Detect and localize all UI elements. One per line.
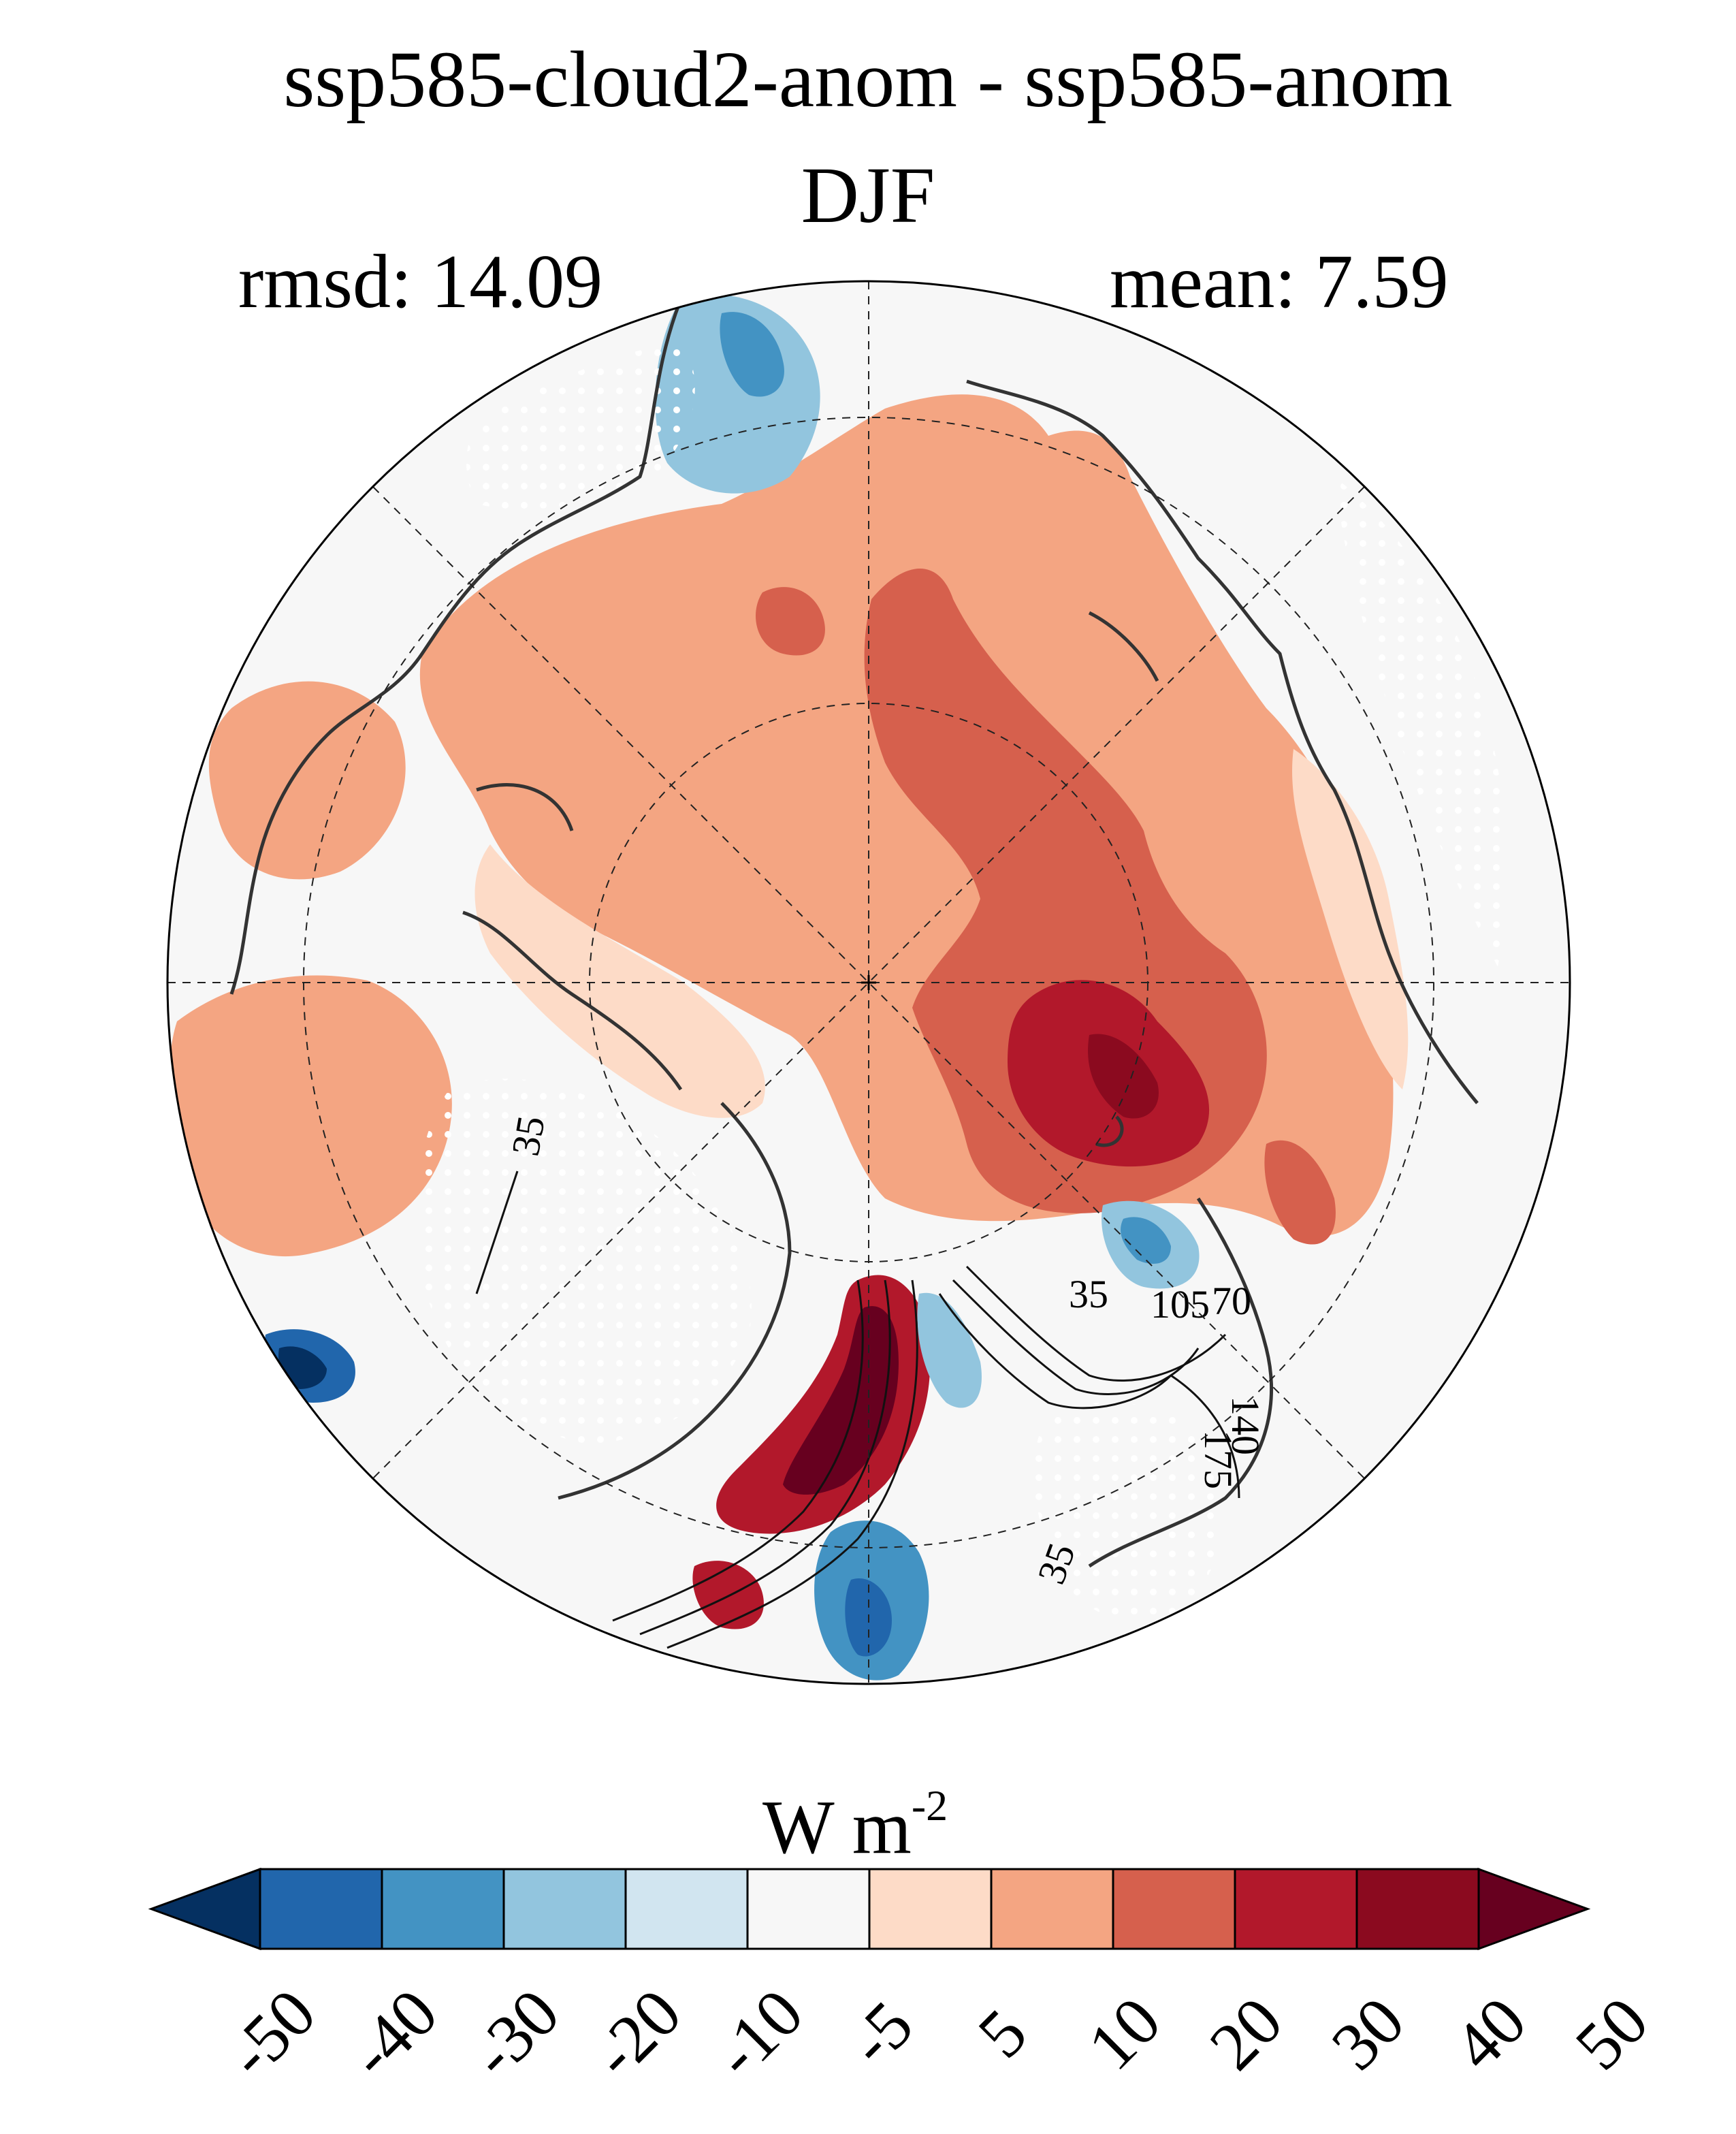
colorbar-box [746, 1868, 871, 1950]
units-main: W m [762, 1785, 912, 1870]
season-label: DJF [801, 150, 935, 240]
colorbar-tick-label: 20 [1195, 1983, 1297, 2084]
anomaly-region-negative-north-core [720, 312, 784, 397]
colorbar-tick-label: 10 [1074, 1983, 1175, 2084]
coastline-greenland [558, 1102, 792, 1500]
anomaly-region-negative-greenland-sea [917, 1292, 982, 1408]
colorbar-box [1234, 1868, 1358, 1950]
stippling-region-north [466, 340, 695, 509]
contour-label: 175 [1196, 1430, 1240, 1489]
contour-label: 140 [1223, 1396, 1268, 1455]
colorbar-tick-label: 30 [1317, 1983, 1419, 2084]
stippling-region-south [1033, 1402, 1226, 1621]
contour-line [952, 1279, 1200, 1395]
anomaly-region-5-10-east [1292, 749, 1409, 1089]
map-boundary [166, 280, 1571, 1685]
colorbar-units: W m-2 [762, 1784, 948, 1866]
stippling-region-west [417, 1079, 752, 1444]
colorbar-tick-label: -5 [834, 1987, 927, 2080]
colorbar-tick-label: -50 [212, 1975, 330, 2092]
colorbar-box [502, 1868, 627, 1950]
contour-line [666, 1279, 918, 1649]
colorbar-box [381, 1868, 505, 1950]
colorbar-tick-label: 5 [963, 1994, 1041, 2072]
colorbar-tick-label: -20 [578, 1975, 696, 2092]
contour-lines [475, 1170, 1240, 1649]
anomaly-region-5-10-edge [475, 844, 765, 1118]
colorbar-tick-label: -40 [334, 1975, 452, 2092]
stippling-region-east [1334, 477, 1507, 967]
units-exponent: -2 [911, 1781, 948, 1830]
colorbar-tick-label: -30 [456, 1975, 574, 2092]
anomaly-region-20-30-se [1264, 1140, 1336, 1245]
contour-line [1170, 1374, 1240, 1499]
anomaly-region-40-50 [1088, 1034, 1159, 1119]
anomaly-region-10-20-nw [208, 681, 406, 880]
coastline-islands [462, 611, 1159, 1147]
contour-label: 70 [1212, 1279, 1251, 1323]
colorbar-box [1355, 1868, 1480, 1950]
contour-line [965, 1265, 1227, 1382]
contour-label: 105 [1151, 1282, 1210, 1326]
colorbar-box [259, 1868, 383, 1950]
graticule [167, 281, 1570, 1684]
colorbar: -50 -40 -30 -20 -10 -5 5 10 20 30 40 50 [0, 1838, 1736, 2131]
anomaly-region-atlantic-core [783, 1306, 899, 1495]
anomaly-region-10-20-west [170, 975, 452, 1257]
mean-label: mean: 7.59 [1110, 240, 1449, 324]
colorbar-tick-label: -10 [700, 1975, 818, 2092]
anomaly-region-negative-ne-core [1121, 1217, 1171, 1264]
contour-label: 35 [1069, 1272, 1108, 1316]
colorbar-box [868, 1868, 993, 1950]
coastline-eurasia [966, 379, 1479, 1104]
contour-line [639, 1279, 891, 1636]
anomaly-region-20-30-spot [756, 587, 825, 656]
contour-label: 35 [503, 1113, 553, 1159]
colorbar-extend-high [1477, 1867, 1591, 1951]
coastlines [229, 299, 1479, 1568]
coastline-scandinavia [1088, 1197, 1273, 1568]
map-field: 35 35 35 70 105 140 175 [167, 281, 1570, 1684]
contour-line [938, 1293, 1172, 1410]
colorbar-tick-label: 50 [1561, 1983, 1662, 2084]
coastline-north-america [229, 299, 683, 995]
rmsd-label: rmsd: 14.09 [238, 240, 603, 324]
colorbar-extend-low [148, 1867, 261, 1951]
contour-line [612, 1279, 864, 1622]
contour-label-group: 35 35 35 70 105 140 175 [503, 1113, 1268, 1590]
figure-title: ssp585-cloud2-anom - ssp585-anom [283, 35, 1453, 124]
polar-map: 35 35 35 70 105 140 175 [166, 280, 1571, 1685]
colorbar-box [990, 1868, 1114, 1950]
colorbar-box [624, 1868, 749, 1950]
colorbar-tick-label: 40 [1439, 1983, 1541, 2084]
contour-line [475, 1170, 519, 1294]
colorbar-box [1112, 1868, 1236, 1950]
